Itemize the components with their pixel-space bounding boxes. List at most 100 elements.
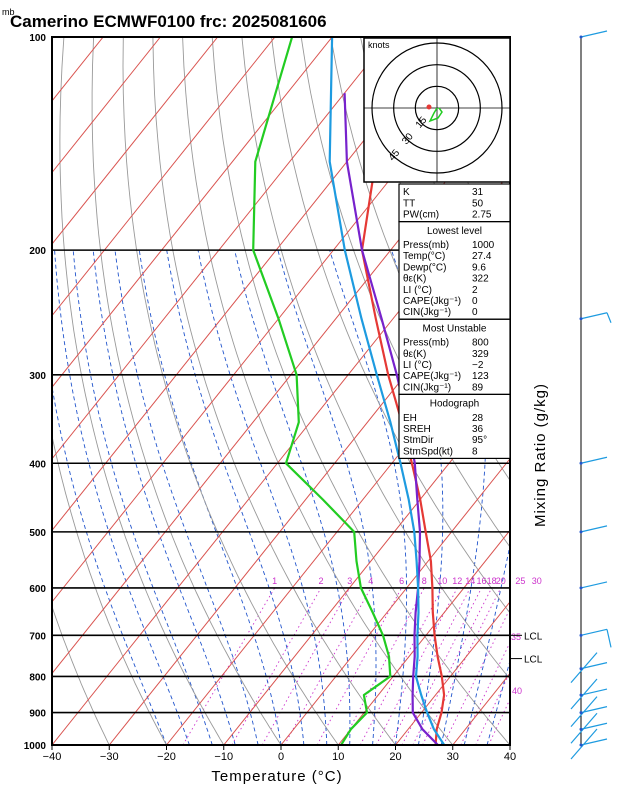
index-label: θε(K): [403, 274, 426, 285]
mixing-ratio-label: 8: [422, 576, 427, 586]
isotherm-line: [567, 37, 618, 745]
mixing-ratio-label: 1: [272, 576, 277, 586]
index-value: 2: [472, 285, 478, 296]
wind-barb-shaft: [581, 582, 607, 588]
x-axis-label: Temperature (°C): [211, 768, 342, 785]
wind-barb: [580, 31, 608, 39]
pressure-tick-label: 400: [29, 459, 46, 470]
index-label: Dewp(°C): [403, 262, 446, 273]
wind-barb-shaft: [581, 689, 607, 695]
index-value: 123: [472, 371, 489, 382]
index-section-header: Hodograph: [430, 399, 479, 410]
index-label: CIN(Jkg⁻¹): [403, 382, 451, 393]
mixing-ratio-label: 25: [515, 576, 525, 586]
index-label: LI (°C): [403, 360, 432, 371]
dry-adiabat-line: [568, 37, 618, 745]
index-label: Temp(°C): [403, 251, 445, 262]
index-label: PW(cm): [403, 210, 439, 221]
wind-barb-shaft: [581, 663, 607, 669]
wind-barb: [580, 629, 612, 647]
wind-barb-flag: [607, 629, 611, 647]
index-value: 50: [472, 198, 484, 209]
wind-barb-flag: [571, 679, 597, 709]
index-value: 36: [472, 424, 484, 435]
mixing-ratio-axis-label: Mixing Ratio (g/kg): [532, 383, 549, 527]
pressure-tick-label: 600: [29, 584, 46, 595]
pressure-tick-label: 100: [29, 33, 46, 44]
index-label: LI (°C): [403, 285, 432, 296]
index-value: 9.6: [472, 262, 486, 273]
moist-adiabat-line: [93, 250, 235, 745]
index-label: Press(mb): [403, 240, 449, 251]
x-tick-label: 0: [278, 751, 284, 763]
index-value: 2.75: [472, 210, 492, 221]
mixing-ratio-label: 4: [368, 576, 373, 586]
wind-barb-flag: [571, 713, 597, 743]
x-tick-label: 10: [332, 751, 344, 763]
wind-barb-dot: [580, 530, 583, 533]
chart-title: Camerino ECMWF0100 frc: 2025081606: [10, 12, 327, 31]
wind-barb-flag: [571, 653, 597, 683]
pressure-tick-label: 300: [29, 371, 46, 382]
wind-barb: [580, 582, 608, 590]
wind-barb: [580, 313, 612, 323]
wind-barb-shaft: [581, 723, 607, 729]
mixing-ratio-label: 6: [399, 576, 404, 586]
wind-barb-dot: [580, 36, 583, 39]
wind-barb-dot: [580, 317, 583, 320]
dry-adiabat-line: [598, 37, 618, 745]
x-tick-label: 30: [447, 751, 459, 763]
wind-barb: [580, 526, 608, 534]
moist-adiabat-line: [235, 250, 350, 745]
wind-barb-flag: [571, 697, 597, 727]
wind-barb-shaft: [581, 707, 607, 713]
mixing-ratio-line: [341, 588, 424, 745]
index-label: SREH: [403, 424, 431, 435]
index-label: Press(mb): [403, 338, 449, 349]
wind-barb-shaft: [581, 739, 607, 745]
wind-barb-dot: [580, 711, 583, 714]
index-value: 27.4: [472, 251, 492, 262]
pressure-tick-label: 900: [29, 709, 46, 720]
index-value: 322: [472, 274, 489, 285]
mixing-ratio-label: 30: [532, 576, 542, 586]
index-label: EH: [403, 413, 417, 424]
wind-barb-shaft: [581, 526, 607, 532]
lcl-label: LCL: [524, 631, 543, 642]
mixing-ratio-label: 3: [347, 576, 352, 586]
x-tick-label: −10: [214, 751, 233, 763]
wind-barb: [571, 729, 607, 759]
lcl-label: LCL: [524, 655, 543, 666]
index-value: 31: [472, 187, 484, 198]
mixing-ratio-line: [476, 588, 551, 745]
wind-barb: [571, 653, 607, 683]
mixing-ratio-label: 40: [512, 686, 522, 696]
index-value: 95°: [472, 435, 487, 446]
dry-adiabat-line: [123, 37, 338, 745]
dry-adiabat-line: [538, 37, 618, 745]
x-tick-label: 20: [389, 751, 401, 763]
index-section-header: Most Unstable: [423, 323, 487, 334]
moist-adiabat-line: [73, 250, 212, 745]
x-tick-label: −40: [43, 751, 62, 763]
mixing-ratio-line: [413, 588, 492, 745]
index-label: StmDir: [403, 435, 434, 446]
index-label: TT: [403, 198, 415, 209]
wind-barb: [580, 457, 608, 465]
mixing-ratio-label: 20: [496, 576, 506, 586]
x-tick-label: −30: [100, 751, 119, 763]
mixing-ratio-label: 10: [437, 576, 447, 586]
index-value: 0: [472, 296, 478, 307]
index-label: StmSpd(kt): [403, 446, 453, 457]
hodograph-knots-label: knots: [368, 40, 390, 50]
dry-adiabat-line: [92, 37, 281, 745]
wind-barb-shaft: [581, 629, 607, 635]
isotherm-line: [0, 37, 332, 745]
index-value: 800: [472, 338, 489, 349]
mixing-ratio-label: 16: [477, 576, 487, 586]
x-tick-label: −20: [157, 751, 176, 763]
index-label: θε(K): [403, 349, 426, 360]
wind-barb-shaft: [581, 457, 607, 463]
wind-barb-dot: [580, 634, 583, 637]
